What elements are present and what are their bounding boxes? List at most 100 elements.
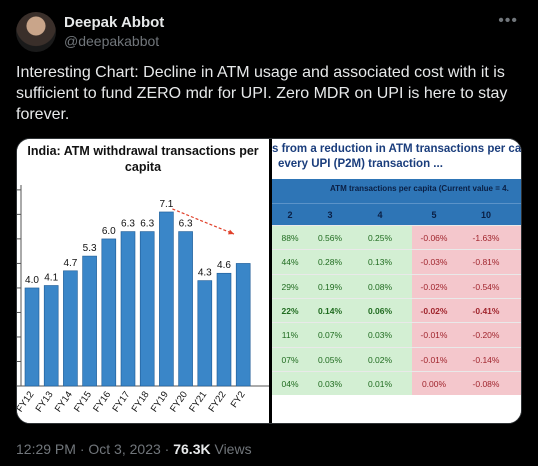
table-title: s from a reduction in ATM transactions p…	[272, 142, 522, 172]
table-cell: 0.02%	[367, 354, 393, 365]
table-cell: 22%	[281, 305, 299, 316]
chart-title: India: ATM withdrawal transactions per c…	[17, 143, 269, 175]
x-tick-label: FY22	[206, 389, 228, 414]
views-label: Views	[210, 441, 252, 457]
bar-value-label: 6.3	[140, 219, 154, 230]
x-tick-label: FY17	[110, 389, 132, 414]
bar-fy15	[82, 255, 97, 387]
bar-fy20	[178, 231, 193, 387]
separator: ·	[160, 441, 174, 457]
bar-value-label: 4.6	[217, 260, 231, 271]
table-cell: 0.14%	[317, 305, 343, 316]
x-tick-label: FY12	[17, 389, 36, 414]
bar-fy16	[101, 238, 117, 387]
table-cell: -0.02%	[420, 281, 448, 292]
table-row: 44% 0.28% 0.13% -0.03% -0.81%	[272, 249, 521, 273]
table-cell: 0.56%	[317, 233, 343, 243]
table-cell: 0.06%	[367, 305, 393, 316]
x-tick-label: FY13	[34, 389, 56, 414]
table-cell: -0.02%	[420, 305, 448, 316]
avatar[interactable]	[16, 12, 56, 52]
table-cell: 11%	[281, 330, 299, 341]
column-header: 5	[431, 210, 437, 220]
table-row: 88% 0.56% 0.25% -0.06% -1.63%	[272, 225, 521, 249]
column-header: 3	[327, 210, 333, 220]
x-tick-label: FY16	[91, 389, 113, 414]
tweet-text: Interesting Chart: Decline in ATM usage …	[16, 64, 508, 123]
table-cell: -1.63%	[472, 233, 500, 243]
table-cell: 0.13%	[367, 257, 393, 268]
bar-value-label: 6.0	[102, 226, 116, 237]
bar-fy12	[24, 287, 40, 387]
bar-value-label: 4.0	[25, 275, 39, 286]
chart-title-line1: India: ATM withdrawal transactions per	[27, 144, 259, 158]
tweet-footer: 12:29 PM · Oct 3, 2023 · 76.3K Views	[16, 441, 252, 457]
table-negative-region	[412, 225, 521, 395]
tweet-time[interactable]: 12:29 PM	[16, 441, 76, 457]
table-cell: 0.01%	[367, 378, 393, 389]
table-cell: 44%	[281, 257, 299, 268]
bar-fy21	[197, 280, 213, 387]
bar-fy17	[120, 231, 136, 387]
author-handle[interactable]: @deepakabbot	[64, 33, 160, 49]
table-title-line1: s from a reduction in ATM transactions p…	[272, 143, 522, 155]
atm-bar-chart: 4.0 FY12 4.1 FY13 4.7 FY14 5.3 FY15 6.0 FY16 6.3 FY…	[17, 185, 269, 414]
column-header: 4	[377, 210, 383, 220]
bar-value-label: 4.7	[63, 258, 77, 269]
table-row: 11% 0.07% 0.03% -0.01% -0.20%	[272, 322, 521, 346]
tweet-date[interactable]: Oct 3, 2023	[88, 441, 161, 457]
table-cell: 0.03%	[367, 330, 393, 341]
table-cell: -0.14%	[472, 354, 500, 365]
x-tick-label: FY21	[187, 389, 209, 414]
table-row: 29% 0.19% 0.08% -0.02% -0.54%	[272, 273, 521, 298]
table-cell: 88%	[281, 233, 299, 243]
x-tick-label: FY15	[72, 389, 94, 414]
x-tick-label: FY18	[130, 389, 152, 414]
more-horizontal-icon[interactable]: •••	[498, 12, 518, 29]
table-cell: -0.20%	[472, 330, 500, 341]
bar-fy18	[139, 231, 155, 387]
x-tick-label: FY20	[168, 389, 190, 414]
bar-value-label: 4.1	[44, 273, 58, 284]
bar-fy14	[63, 270, 78, 387]
table-cell: 0.25%	[367, 233, 393, 243]
table-cell: 04%	[281, 378, 299, 389]
table-cell: -0.81%	[472, 257, 500, 268]
table-header-text: ATM transactions per capita (Current val…	[330, 184, 509, 193]
table-cell: 07%	[281, 354, 299, 365]
trend-arrow-head	[228, 229, 234, 235]
table-cell: -0.41%	[472, 305, 500, 316]
bar-fy2	[235, 263, 251, 387]
table-row: 07% 0.05% 0.02% -0.01% -0.14%	[272, 346, 521, 371]
table-header: ATM transactions per capita (Current val…	[272, 179, 521, 203]
x-tick-label: FY19	[149, 389, 171, 414]
cost-table-panel: s from a reduction in ATM transactions p…	[272, 139, 522, 423]
table-positive-region	[272, 225, 412, 395]
tweet-header: Deepak Abbot @deepakabbot •••	[16, 12, 522, 52]
table-cell: 0.08%	[367, 281, 393, 292]
separator: ·	[75, 441, 89, 457]
table-cell: 0.03%	[317, 378, 343, 389]
table-cell: -0.01%	[420, 354, 448, 365]
bar-fy13	[43, 285, 59, 387]
x-tick-label: FY2	[229, 389, 248, 410]
bar-value-label: 4.3	[198, 268, 212, 279]
table-row: 22% 0.14% 0.06% -0.02% -0.41%	[272, 297, 521, 322]
author-name[interactable]: Deepak Abbot	[64, 14, 165, 31]
bar-value-label: 5.3	[83, 243, 97, 254]
table-cell: 0.00%	[421, 378, 447, 389]
column-header: 10	[480, 210, 491, 220]
table-cell: -0.54%	[472, 281, 500, 292]
tweet-media[interactable]: India: ATM withdrawal transactions per c…	[16, 138, 522, 424]
chart-title-line2: capita	[124, 160, 162, 174]
table-cell: -0.03%	[420, 257, 448, 268]
table-cell: -0.01%	[420, 330, 448, 341]
x-tick-label: FY14	[53, 389, 75, 414]
bar-value-label: 6.3	[121, 219, 135, 230]
table-cell: 0.07%	[317, 330, 343, 341]
table-cell: 29%	[281, 281, 299, 292]
image-divider	[269, 139, 272, 423]
table-body: 88% 0.56% 0.25% -0.06% -1.63% 44% 0.28% 0.13% -0…	[272, 225, 521, 395]
bar-fy22	[216, 272, 232, 387]
bar-value-label: 6.3	[179, 219, 193, 230]
